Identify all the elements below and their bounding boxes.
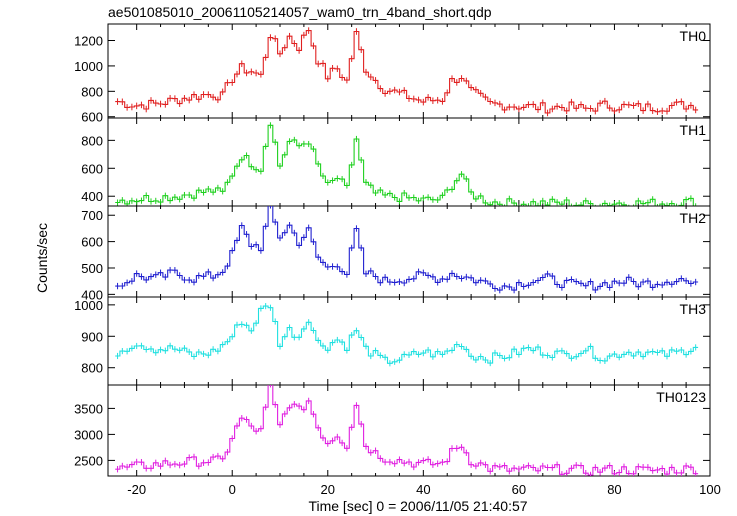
y-axis-label: Counts/sec [34,223,50,293]
panel-label: TH3 [680,301,707,317]
y-tick-label: 400 [81,287,103,302]
light-curve-line [115,124,699,206]
y-tick-label: 800 [81,84,103,99]
panel-label: TH0123 [656,389,706,405]
y-tick-label: 600 [81,110,103,125]
panel-th0123: 2500 3000 3500 TH0123 [74,384,711,477]
light-curve-line [115,305,699,364]
y-tick-label: 700 [81,208,103,223]
x-tick-label: 80 [607,482,621,497]
y-tick-label: 400 [81,189,103,204]
series-th0123 [115,385,699,476]
x-tick-label: 20 [321,482,335,497]
y-tick-label: 600 [81,235,103,250]
panel-label: TH2 [680,210,707,226]
panel-th1: 400 600 800 TH1 [81,117,711,207]
y-tick-label: 800 [81,133,103,148]
x-tick-label: 100 [699,482,721,497]
panel-th0: 600 800 1000 1200 TH0 [74,23,711,125]
y-tick-label: 3000 [74,427,103,442]
light-curve-line [115,30,699,114]
panel-th2: 400 500 600 700 TH2 [81,205,711,302]
x-tick-label: 60 [512,482,526,497]
y-tick-label: 1200 [74,34,103,49]
x-tick-label: 40 [416,482,430,497]
series-th0 [115,27,699,117]
light-curve-line [115,206,699,291]
y-tick-label: 1000 [74,298,103,313]
panel-label: TH1 [680,122,707,138]
series-th1 [115,122,699,206]
x-axis-label: Time [sec] 0 = 2006/11/05 21:40:57 [308,498,527,514]
x-tick-label: 0 [229,482,236,497]
y-tick-label: 3500 [74,401,103,416]
y-tick-label: 800 [81,361,103,376]
chart-title: ae501085010_20061105214057_wam0_trn_4ban… [108,4,492,20]
y-tick-label: 500 [81,261,103,276]
series-th3 [115,303,699,367]
series-th2 [115,206,699,294]
y-tick-label: 900 [81,329,103,344]
panel-th3: 800 900 1000 TH3 [74,296,711,386]
x-axis: -20 0 20 40 60 80 100 [127,482,721,497]
y-tick-label: 600 [81,161,103,176]
panel-frame [107,23,711,119]
x-tick-label: -20 [127,482,146,497]
y-tick-label: 2500 [74,453,103,468]
light-curve-line [115,385,699,476]
panel-frame [107,384,711,477]
panel-frame [107,296,711,386]
y-tick-label: 1000 [74,59,103,74]
panels-group: 600 800 1000 1200 TH0 400 600 800 TH1 400 500 600 70… [74,23,711,477]
panel-label: TH0 [680,28,707,44]
